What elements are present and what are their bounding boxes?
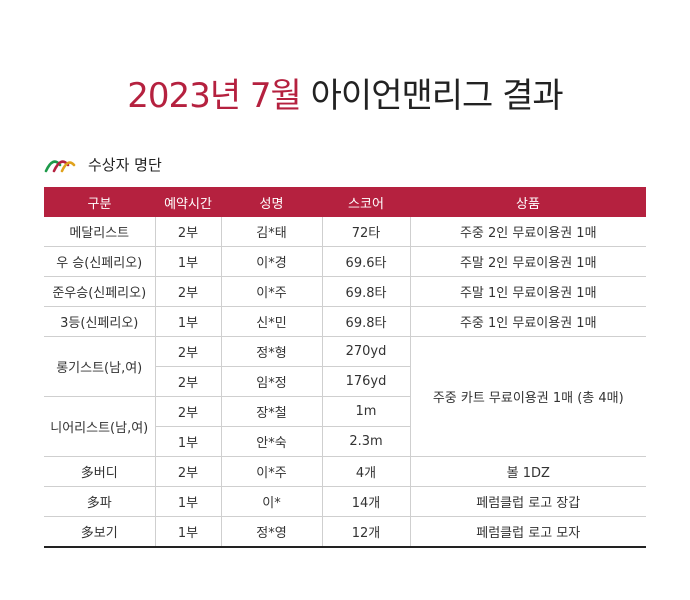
cell-score: 2.3m [321, 426, 410, 457]
cell-name: 이*경 [220, 246, 322, 277]
cell-name: 신*민 [220, 306, 322, 337]
cell-prize: 주중 1인 무료이용권 1매 [409, 306, 646, 337]
table-row: 1부 안*숙 2.3m [44, 426, 646, 457]
title-date: 2023년 7월 [127, 76, 302, 116]
cell-prize: 주중 카트 무료이용권 1매 (총 4매) [409, 336, 646, 457]
cell-score: 1m [321, 396, 410, 427]
table-row: 2부 임*정 176yd [44, 366, 646, 397]
table-header-row: 구분 예약시간 성명 스코어 상품 [44, 187, 646, 217]
table-row: 니어리스트(남,여) 2부 장*철 1m [44, 396, 646, 457]
cell-name: 이*주 [220, 276, 322, 307]
cell-category: 多파 [44, 486, 155, 517]
cell-time: 1부 [154, 486, 221, 517]
cell-category: 니어리스트(남,여) [44, 396, 155, 457]
cell-time: 1부 [154, 426, 221, 457]
cell-category: 多버디 [44, 456, 155, 487]
header-name: 성명 [221, 187, 322, 217]
cell-score: 176yd [321, 366, 410, 397]
table-row: 多보기 1부 정*영 12개 페럼클럽 로고 모자 [44, 516, 646, 548]
cell-prize: 페럼클럽 로고 장갑 [409, 486, 646, 517]
cell-time: 2부 [154, 217, 221, 247]
cell-prize: 주말 2인 무료이용권 1매 [409, 246, 646, 277]
cell-prize: 주중 2인 무료이용권 1매 [409, 217, 646, 247]
cell-name: 안*숙 [220, 426, 322, 457]
cell-score: 69.8타 [321, 276, 410, 307]
header-prize: 상품 [410, 187, 646, 217]
header-category: 구분 [44, 187, 155, 217]
cell-category: 3등(신페리오) [44, 306, 155, 337]
cell-time: 1부 [154, 246, 221, 277]
cell-category: 준우승(신페리오) [44, 276, 155, 307]
cell-score: 69.6타 [321, 246, 410, 277]
logo-arcs-icon [44, 160, 76, 173]
cell-category: 롱기스트(남,여) [44, 336, 155, 397]
cell-time: 2부 [154, 366, 221, 397]
cell-time: 1부 [154, 516, 221, 548]
cell-prize: 주말 1인 무료이용권 1매 [409, 276, 646, 307]
cell-name: 임*정 [220, 366, 322, 397]
cell-score: 72타 [321, 217, 410, 247]
cell-name: 이*주 [220, 456, 322, 487]
table-row: 우 승(신페리오) 1부 이*경 69.6타 주말 2인 무료이용권 1매 [44, 246, 646, 277]
header-time: 예약시간 [155, 187, 221, 217]
cell-category: 우 승(신페리오) [44, 246, 155, 277]
cell-time: 2부 [154, 336, 221, 367]
title-text: 아이언맨리그 결과 [310, 76, 564, 116]
page-title: 2023년 7월 아이언맨리그 결과 [0, 68, 690, 117]
cell-score: 69.8타 [321, 306, 410, 337]
table-row: 多파 1부 이* 14개 페럼클럽 로고 장갑 [44, 486, 646, 517]
cell-prize: 볼 1DZ [409, 456, 646, 487]
cell-name: 정*영 [220, 516, 322, 548]
cell-time: 2부 [154, 456, 221, 487]
cell-prize: 페럼클럽 로고 모자 [409, 516, 646, 548]
cell-name: 장*철 [220, 396, 322, 427]
cell-name: 김*태 [220, 217, 322, 247]
cell-score: 14개 [321, 486, 410, 517]
table-row: 多버디 2부 이*주 4개 볼 1DZ [44, 456, 646, 487]
cell-category: 메달리스트 [44, 217, 155, 247]
cell-category: 多보기 [44, 516, 155, 548]
results-table: 구분 예약시간 성명 스코어 상품 메달리스트 2부 김*태 72타 주중 2인… [44, 187, 646, 548]
cell-name: 정*형 [220, 336, 322, 367]
section-header: 수상자 명단 [44, 152, 162, 176]
cell-time: 2부 [154, 276, 221, 307]
header-score: 스코어 [322, 187, 410, 217]
cell-time: 2부 [154, 396, 221, 427]
section-title: 수상자 명단 [88, 155, 162, 174]
cell-score: 270yd [321, 336, 410, 367]
cell-score: 4개 [321, 456, 410, 487]
table-row: 메달리스트 2부 김*태 72타 주중 2인 무료이용권 1매 [44, 217, 646, 247]
table-row: 롱기스트(남,여) 2부 정*형 270yd 주중 카트 무료이용권 1매 (총… [44, 336, 646, 457]
table-row: 3등(신페리오) 1부 신*민 69.8타 주중 1인 무료이용권 1매 [44, 306, 646, 337]
cell-score: 12개 [321, 516, 410, 548]
cell-name: 이* [220, 486, 322, 517]
table-row: 준우승(신페리오) 2부 이*주 69.8타 주말 1인 무료이용권 1매 [44, 276, 646, 307]
cell-time: 1부 [154, 306, 221, 337]
